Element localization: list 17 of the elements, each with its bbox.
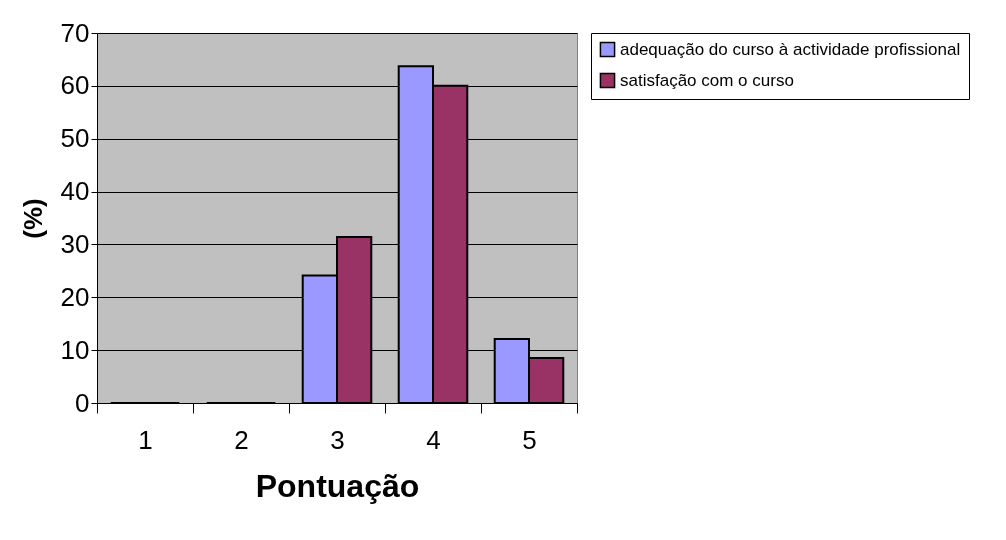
- x-tick-label: 4: [426, 424, 441, 455]
- y-tick-label: 30: [60, 228, 90, 259]
- y-tick-label: 70: [60, 17, 90, 48]
- y-tick-label: 10: [60, 334, 90, 365]
- legend-label: satisfação com o curso: [620, 70, 794, 90]
- x-tick-label: 2: [234, 424, 249, 455]
- x-tick-label: 5: [522, 424, 537, 455]
- x-tick-label: 3: [330, 424, 345, 455]
- y-tick-label: 50: [60, 123, 90, 154]
- y-axis-title: (%): [17, 198, 48, 239]
- legend-label: adequação do curso à actividade profissional: [620, 39, 961, 59]
- y-tick-label: 60: [60, 70, 90, 101]
- y-tick-label: 20: [60, 281, 90, 312]
- x-tick-label: 1: [138, 424, 153, 455]
- y-tick-label: 40: [60, 176, 90, 207]
- y-tick-label: 0: [75, 387, 90, 418]
- x-axis-title: Pontuação: [255, 467, 420, 504]
